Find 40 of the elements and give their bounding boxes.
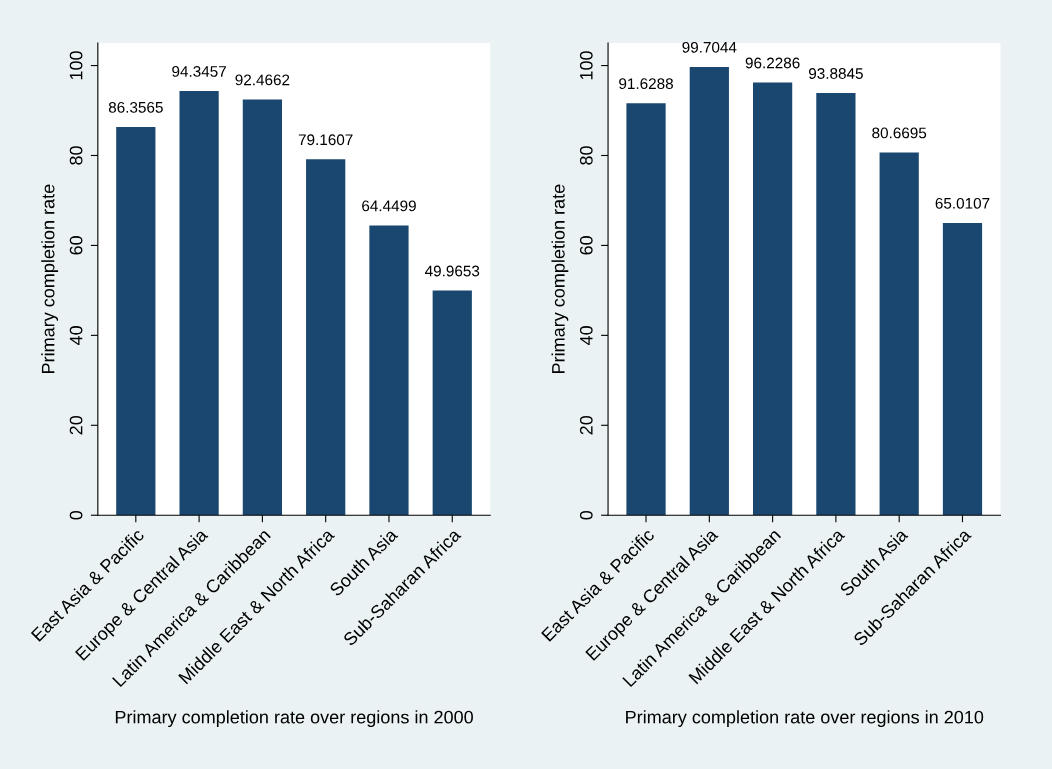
bar — [879, 152, 919, 516]
bar — [306, 159, 346, 516]
bar — [369, 225, 409, 516]
bar — [242, 99, 283, 516]
y-tick-label: 40 — [69, 326, 83, 345]
y-tick-label: 80 — [579, 146, 593, 165]
y-tick-label: 100 — [579, 51, 593, 80]
bar — [942, 222, 983, 516]
y-axis-title: Primary completion rate — [551, 184, 569, 373]
y-tick-label: 100 — [69, 51, 83, 80]
y-tick-label: 20 — [579, 415, 593, 435]
x-axis-title: Primary completion rate over regions in 2000 — [115, 710, 473, 728]
data-label: 64.4499 — [362, 200, 416, 212]
data-label: 94.3457 — [172, 66, 226, 77]
data-label: 80.6695 — [872, 127, 927, 139]
y-tick-label: 60 — [579, 236, 593, 255]
data-label: 96.2286 — [745, 57, 800, 69]
bar — [752, 82, 793, 516]
data-label: 93.8845 — [809, 68, 863, 79]
y-tick-label: 0 — [69, 510, 83, 520]
y-axis-title: Primary completion rate — [41, 184, 59, 373]
data-label: 86.3565 — [108, 101, 163, 113]
bar — [816, 93, 856, 516]
bar — [626, 103, 666, 516]
data-label: 49.9653 — [425, 265, 480, 277]
data-label: 79.1607 — [298, 134, 353, 146]
y-tick-label: 0 — [579, 510, 593, 520]
bar — [179, 90, 219, 516]
bar — [116, 126, 156, 516]
data-label: 91.6288 — [619, 78, 673, 90]
y-tick-label: 40 — [579, 326, 593, 345]
x-axis-title: Primary completion rate over regions in 2010 — [626, 710, 984, 728]
data-label: 92.4662 — [235, 74, 290, 86]
y-tick-label: 60 — [69, 236, 83, 255]
bar — [432, 290, 472, 516]
data-label: 99.7044 — [682, 41, 737, 53]
y-tick-label: 20 — [69, 415, 83, 435]
bar — [689, 66, 729, 516]
y-tick-label: 80 — [69, 146, 83, 165]
data-label: 65.0107 — [935, 197, 990, 209]
